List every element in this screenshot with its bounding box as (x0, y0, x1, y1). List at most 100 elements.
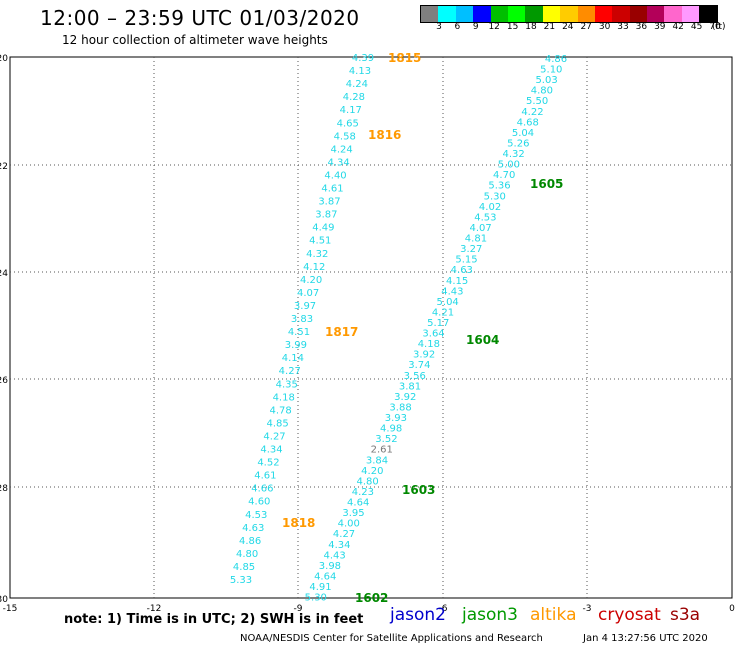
color-scale-label: 6 (454, 22, 461, 32)
wave-height-value: 4.63 (451, 265, 473, 276)
legend-item-altika: altika (530, 605, 577, 625)
wave-height-value: 5.10 (540, 65, 562, 76)
wave-height-value: 3.52 (375, 434, 397, 445)
color-scale-label: 3 (436, 22, 442, 32)
wave-height-value: 4.24 (331, 144, 353, 155)
color-scale-bar (420, 5, 718, 23)
wave-height-value: 4.70 (493, 170, 515, 181)
wave-height-value: 4.63 (242, 523, 264, 534)
wave-height-value: 2.61 (371, 445, 393, 456)
wave-height-value: 4.15 (446, 276, 468, 287)
wave-height-value: 4.43 (441, 286, 463, 297)
wave-height-value: 4.66 (251, 484, 273, 495)
x-tick-label: -6 (439, 604, 448, 614)
wave-height-value: 4.78 (270, 405, 292, 416)
wave-height-value: 4.68 (517, 117, 539, 128)
color-swatch (455, 6, 474, 22)
pass-number-label: 1815 (388, 51, 421, 65)
wave-height-value: 3.99 (285, 340, 307, 351)
color-swatch (490, 6, 508, 22)
wave-height-value: 5.15 (455, 255, 477, 266)
wave-height-value: 3.93 (385, 413, 407, 424)
wave-height-value: 4.61 (321, 184, 343, 195)
y-tick-label: -28 (0, 484, 8, 494)
y-tick-label: -26 (0, 376, 8, 386)
wave-height-value: 4.43 (323, 550, 345, 561)
wave-height-value: 4.32 (502, 149, 524, 160)
wave-height-value: 4.02 (479, 202, 501, 213)
wave-height-value: 4.80 (531, 86, 553, 97)
wave-height-value: 5.26 (507, 138, 529, 149)
y-tick-label: -30 (0, 595, 8, 605)
color-swatch (612, 6, 630, 22)
color-scale-label: 24 (562, 22, 574, 32)
wave-height-value: 4.07 (297, 288, 319, 299)
color-swatch (681, 6, 700, 22)
wave-height-value: 4.52 (257, 458, 279, 469)
wave-height-value: 3.74 (408, 360, 430, 371)
legend-item-cryosat: cryosat (598, 605, 661, 625)
x-tick-label: -12 (147, 604, 162, 614)
color-scale-label: 45 (690, 22, 703, 32)
legend-item-jason3: jason3 (462, 605, 518, 625)
wave-height-value: 3.87 (318, 197, 340, 208)
wave-height-value: 5.30 (484, 191, 506, 202)
wave-height-value: 3.27 (460, 244, 482, 255)
wave-height-value: 4.24 (346, 79, 368, 90)
wave-height-value: 3.88 (389, 402, 411, 413)
map-frame (9, 56, 733, 599)
legend-item-s3a: s3a (670, 605, 701, 625)
credit-text: NOAA/NESDIS Center for Satellite Applica… (240, 633, 543, 644)
wave-height-value: 5.30 (305, 593, 327, 604)
wave-height-value: 4.64 (314, 571, 336, 582)
wave-height-value: 4.85 (266, 418, 288, 429)
x-tick-label: -15 (3, 604, 18, 614)
color-swatch (507, 6, 526, 22)
wave-height-value: 4.18 (418, 339, 440, 350)
page-title: 12:00 – 23:59 UTC 01/03/2020 (40, 6, 360, 30)
wave-height-value: 5.17 (427, 318, 449, 329)
wave-height-value: 4.34 (328, 540, 350, 551)
color-scale-label: 27 (580, 22, 592, 32)
color-swatch (438, 6, 456, 22)
wave-height-value: 4.53 (474, 212, 496, 223)
pass-number-label: 1603 (402, 483, 435, 497)
page-subtitle: 12 hour collection of altimeter wave hei… (62, 33, 328, 47)
wave-height-value: 4.91 (309, 582, 331, 593)
wave-height-value: 4.18 (273, 392, 295, 403)
y-tick-label: -22 (0, 162, 8, 172)
wave-height-value: 3.56 (404, 371, 426, 382)
color-scale-label: 9 (472, 22, 479, 32)
wave-height-value: 3.92 (413, 350, 435, 361)
color-swatch (525, 6, 543, 22)
wave-height-value: 4.17 (340, 105, 362, 116)
color-scale-label: 18 (525, 22, 537, 32)
wave-height-value: 4.20 (361, 466, 383, 477)
wave-height-value: 3.95 (342, 508, 364, 519)
wave-height-value: 4.40 (324, 170, 346, 181)
wave-height-value: 5.50 (526, 96, 548, 107)
wave-height-value: 4.51 (288, 327, 310, 338)
pass-number-label: 1818 (282, 516, 315, 530)
pass-number-label: 1602 (355, 591, 388, 605)
wave-height-value: 4.85 (233, 562, 255, 573)
note-text: note: 1) Time is in UTC; 2) SWH is in fe… (64, 612, 364, 627)
wave-height-value: 3.84 (366, 455, 388, 466)
color-scale-label: 36 (635, 22, 648, 32)
color-scale-label: 15 (506, 22, 519, 32)
wave-height-value: 4.86 (239, 536, 261, 547)
color-scale-label: 42 (672, 22, 684, 32)
wave-height-value: 5.04 (512, 128, 534, 139)
color-scale-label: 33 (617, 22, 629, 32)
wave-height-value: 4.51 (309, 236, 331, 247)
wave-height-value: 4.80 (356, 476, 378, 487)
wave-height-value: 4.14 (282, 353, 304, 364)
wave-height-value: 4.35 (276, 379, 298, 390)
pass-number-label: 1817 (325, 325, 358, 339)
x-tick-label: -3 (583, 604, 592, 614)
color-swatch (473, 6, 491, 22)
wave-height-value: 4.28 (343, 92, 365, 103)
wave-height-value: 5.36 (488, 181, 510, 192)
wave-height-value: 3.92 (394, 392, 416, 403)
wave-height-value: 4.23 (352, 487, 374, 498)
